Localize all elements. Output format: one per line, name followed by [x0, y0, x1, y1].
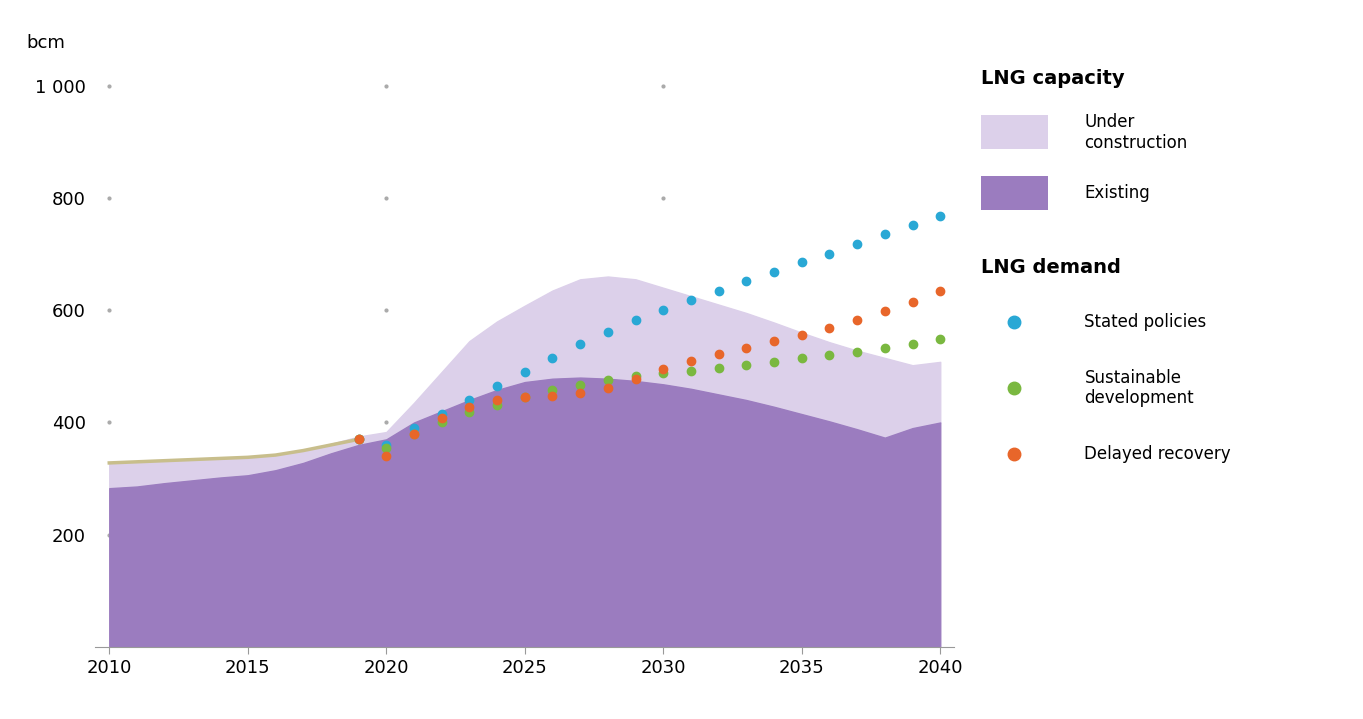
- FancyBboxPatch shape: [981, 176, 1048, 209]
- Text: LNG capacity: LNG capacity: [981, 69, 1124, 88]
- Text: Existing: Existing: [1085, 184, 1150, 202]
- Text: LNG demand: LNG demand: [981, 258, 1122, 278]
- Text: bcm: bcm: [27, 34, 65, 52]
- Text: Sustainable
development: Sustainable development: [1085, 369, 1194, 408]
- Text: Delayed recovery: Delayed recovery: [1085, 445, 1231, 463]
- FancyBboxPatch shape: [981, 116, 1048, 149]
- Text: Stated policies: Stated policies: [1085, 313, 1206, 331]
- Text: Under
construction: Under construction: [1085, 113, 1187, 152]
